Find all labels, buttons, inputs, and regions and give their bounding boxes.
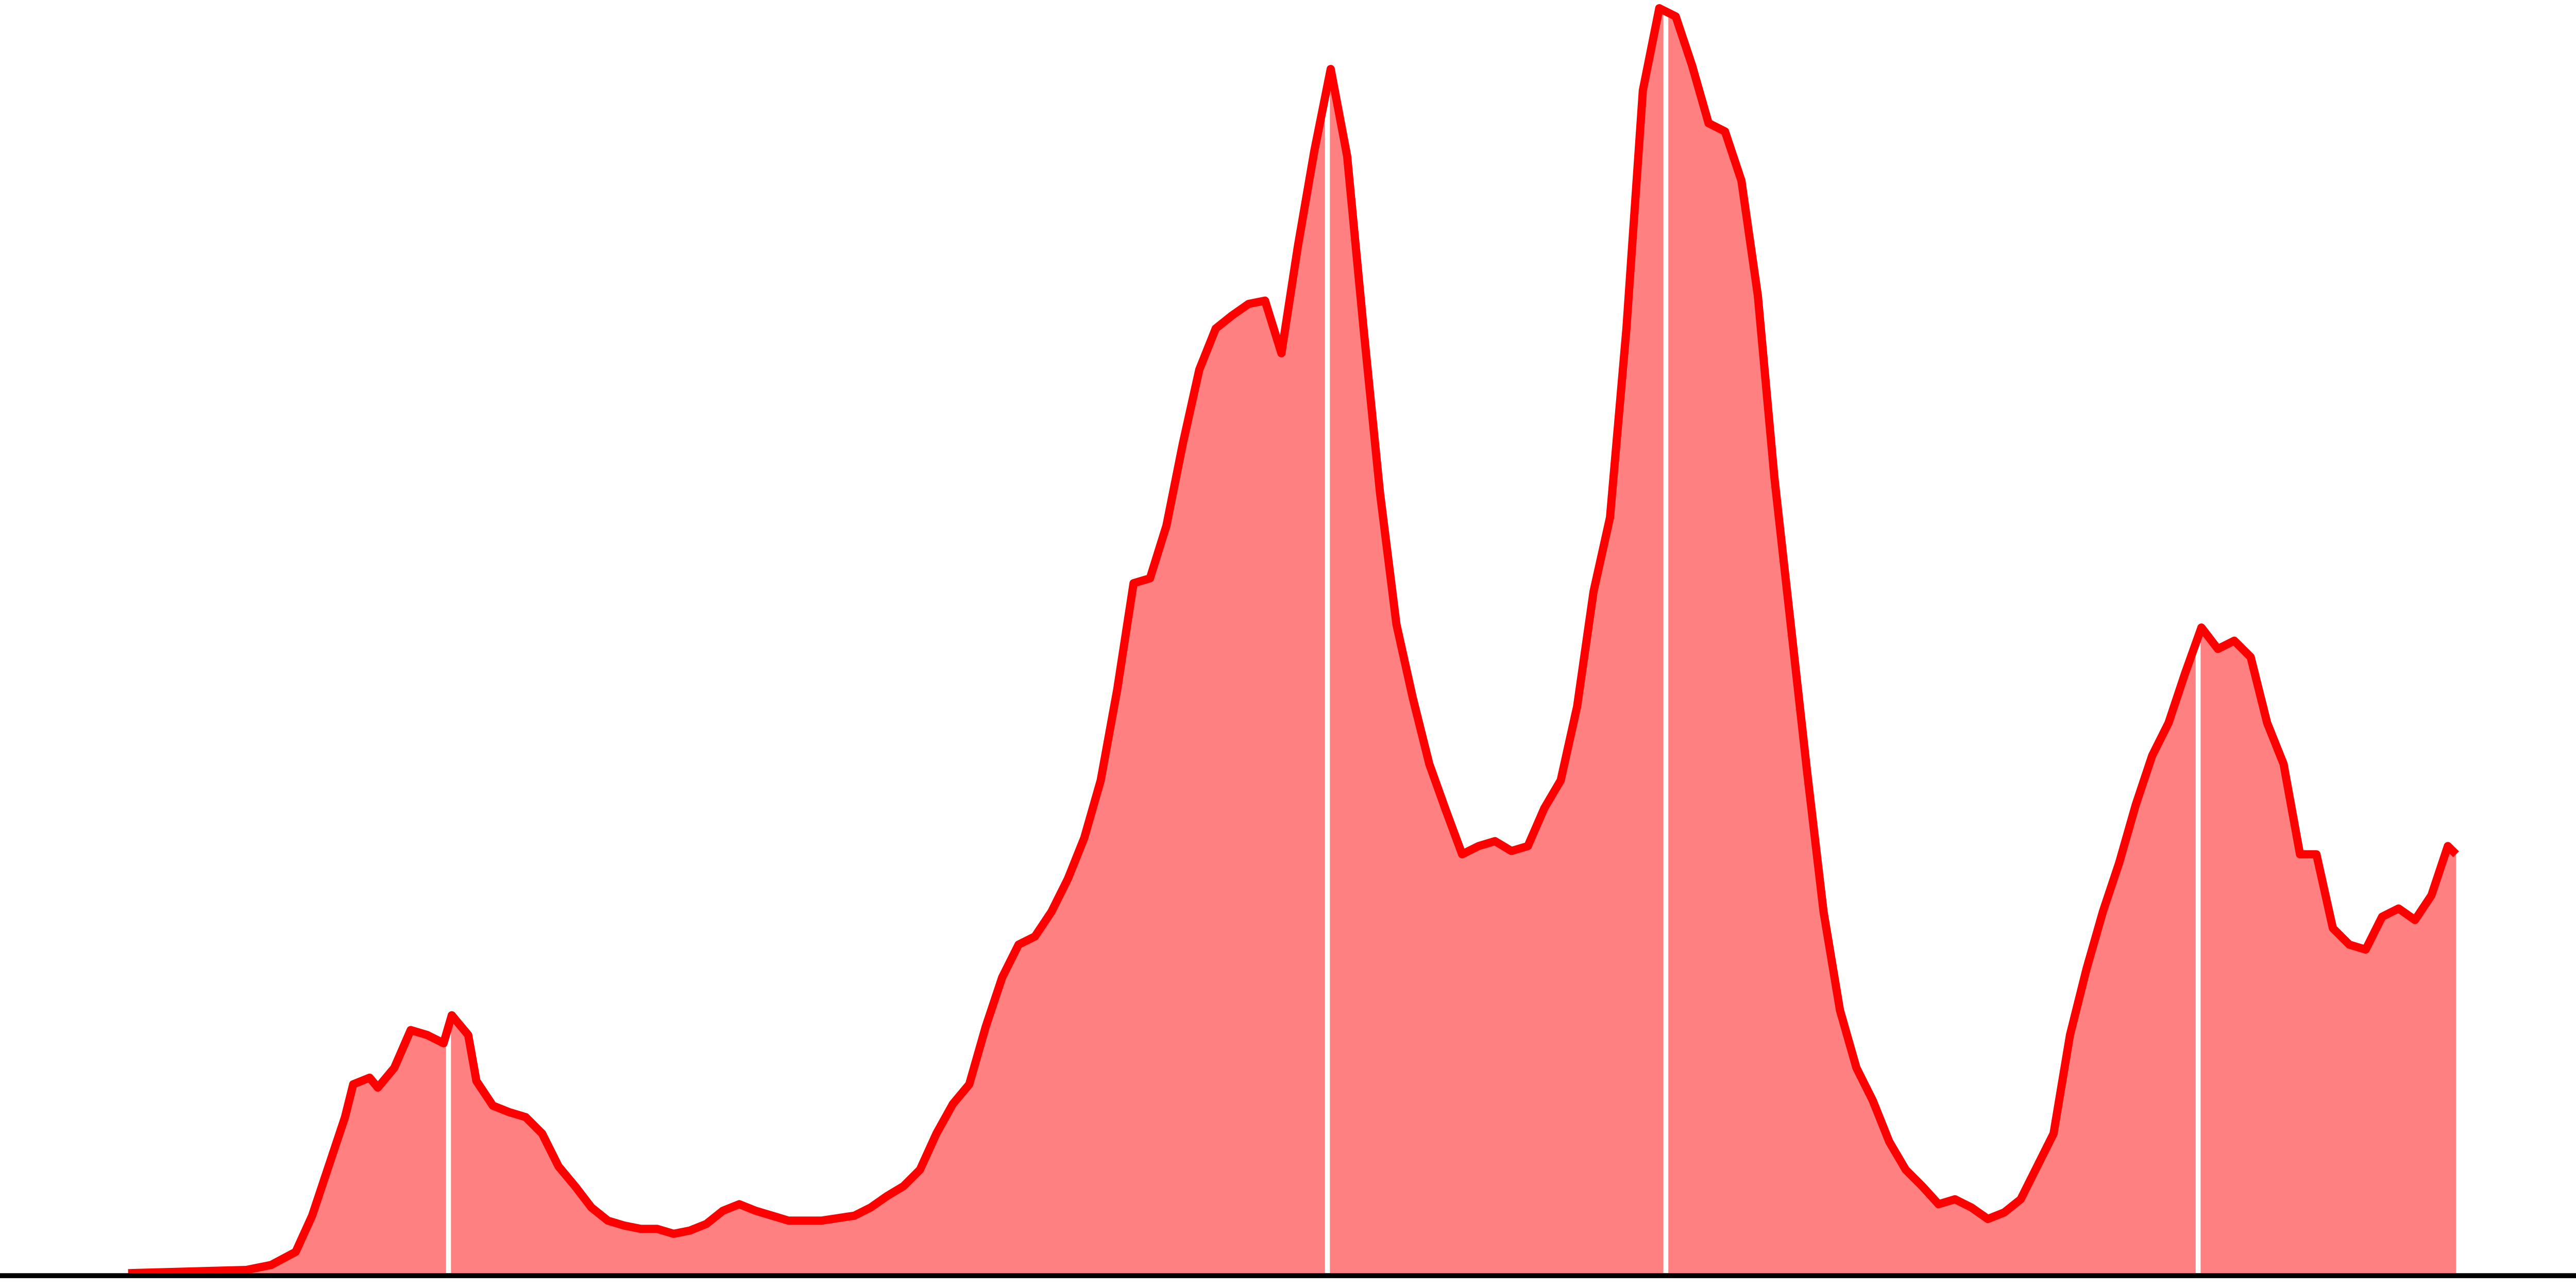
- area-fill: [128, 8, 2456, 1274]
- area-line: [128, 4, 2459, 1278]
